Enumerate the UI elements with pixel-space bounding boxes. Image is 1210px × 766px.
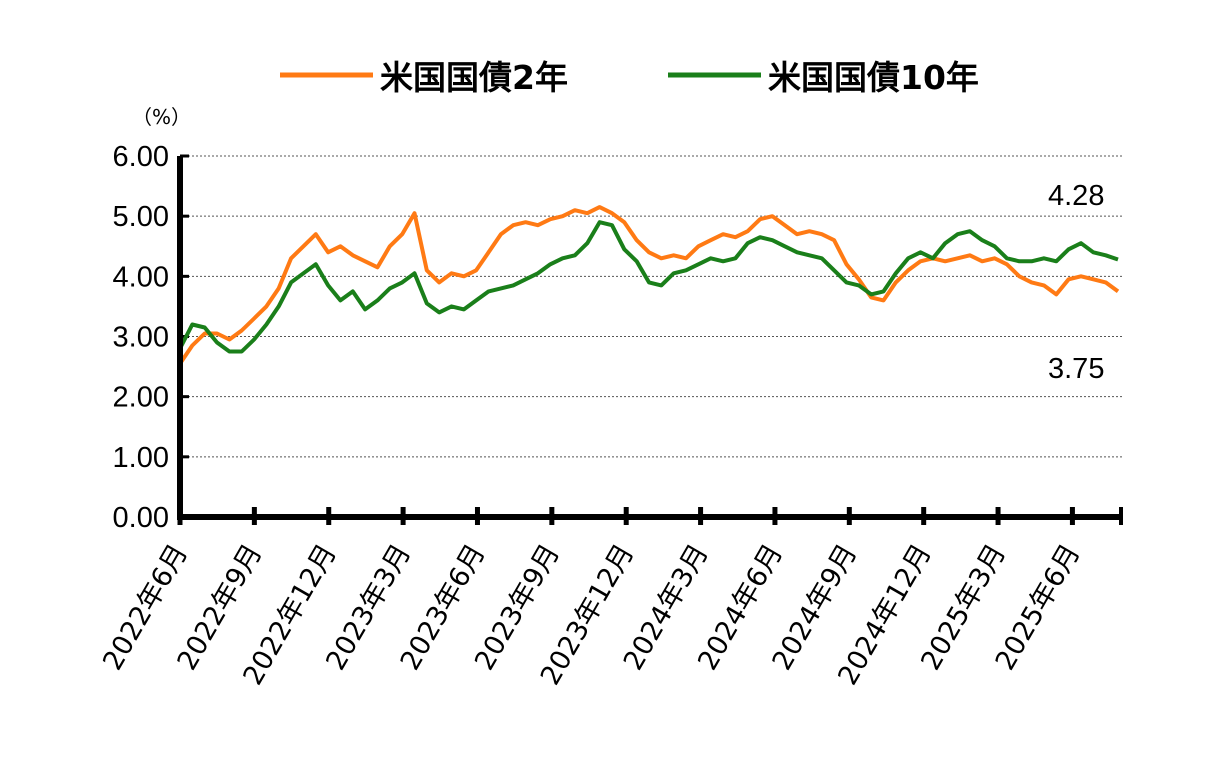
y-tick-label: 6.00 xyxy=(113,141,169,173)
y-tick-label: 0.00 xyxy=(113,502,169,534)
series-line-2y xyxy=(178,205,1120,365)
annotation-2y-latest: 3.75 xyxy=(1048,353,1104,385)
y-axis-ticks: 0.00 1.00 2.00 3.00 4.00 5.00 6.00 xyxy=(113,141,189,534)
annotation-10y-latest: 4.28 xyxy=(1048,180,1104,212)
series-line-10y xyxy=(178,220,1119,354)
y-tick-label: 3.00 xyxy=(113,322,169,354)
y-tick-label: 4.00 xyxy=(113,261,169,293)
legend-label-10y: 米国国債10年 xyxy=(768,58,979,97)
y-axis-unit-label: （%） xyxy=(132,105,191,129)
gridlines xyxy=(180,155,1122,458)
legend-label-2y: 米国国債2年 xyxy=(380,58,568,97)
x-axis-ticks: 2022年6月2022年9月2022年12月2023年3月2023年6月2023… xyxy=(97,507,1123,691)
y-tick-label: 5.00 xyxy=(113,201,169,233)
y-tick-label: 2.00 xyxy=(113,382,169,414)
y-tick-label: 1.00 xyxy=(113,442,169,474)
legend: 米国国債2年 米国国債10年 xyxy=(280,58,979,97)
